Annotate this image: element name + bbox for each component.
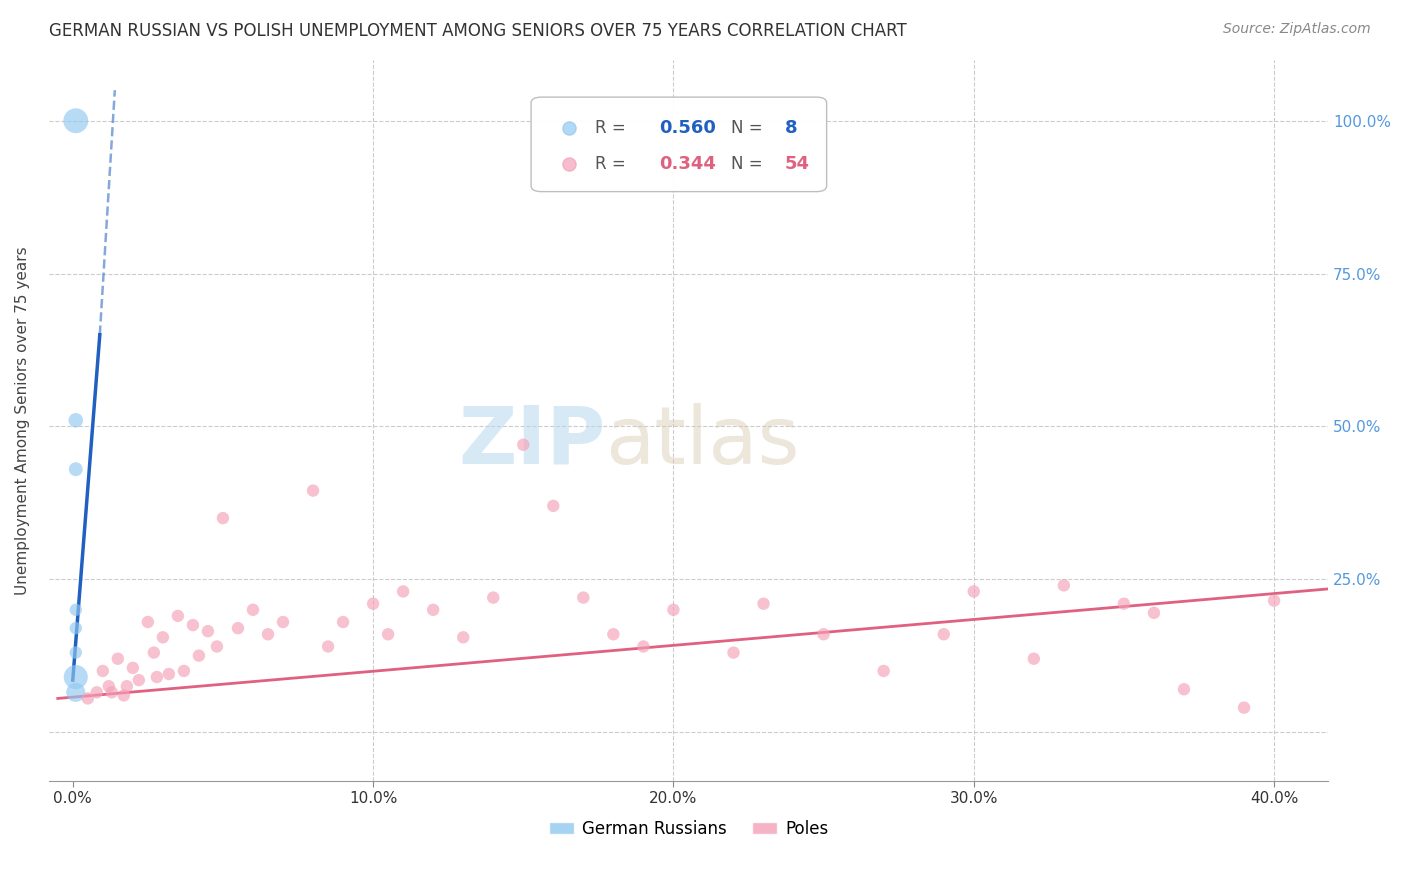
FancyBboxPatch shape [531, 97, 827, 192]
Point [543, 499, 565, 513]
Point [226, 621, 249, 635]
Point [482, 591, 505, 605]
Point [572, 591, 595, 605]
Point [86, 685, 108, 699]
Text: atlas: atlas [606, 403, 800, 481]
Point [1284, 202, 1306, 217]
Point [662, 603, 685, 617]
Point [1233, 700, 1256, 714]
Point [271, 615, 294, 629]
Text: 0.344: 0.344 [659, 155, 716, 173]
Point [65, 646, 87, 660]
Point [813, 627, 835, 641]
Y-axis label: Unemployment Among Seniors over 75 years: Unemployment Among Seniors over 75 years [15, 246, 30, 595]
Point [1173, 682, 1195, 697]
Point [205, 640, 228, 654]
Point [146, 670, 169, 684]
Text: N =: N = [731, 120, 768, 137]
Text: 54: 54 [785, 155, 810, 173]
Point [187, 648, 209, 663]
Text: GERMAN RUSSIAN VS POLISH UNEMPLOYMENT AMONG SENIORS OVER 75 YEARS CORRELATION CH: GERMAN RUSSIAN VS POLISH UNEMPLOYMENT AM… [49, 22, 907, 40]
Point [932, 627, 955, 641]
Point [115, 679, 138, 693]
Point [1143, 606, 1166, 620]
Point [1263, 593, 1285, 607]
Point [65, 113, 87, 128]
Point [173, 664, 195, 678]
Point [422, 603, 444, 617]
Point [181, 618, 204, 632]
Point [76, 691, 98, 706]
Point [1112, 597, 1135, 611]
Point [152, 630, 174, 644]
Point [65, 413, 87, 427]
Point [65, 462, 87, 476]
Point [65, 621, 87, 635]
Point [1284, 171, 1306, 186]
Point [91, 664, 114, 678]
Text: 8: 8 [785, 120, 797, 137]
Point [361, 597, 384, 611]
Point [107, 651, 129, 665]
Point [136, 615, 159, 629]
Point [963, 584, 986, 599]
Point [602, 627, 624, 641]
Point [872, 664, 894, 678]
Point [97, 679, 120, 693]
Point [242, 603, 264, 617]
Point [65, 603, 87, 617]
Point [65, 685, 87, 699]
Point [157, 667, 180, 681]
Point [392, 584, 415, 599]
Point [257, 627, 280, 641]
Point [512, 438, 534, 452]
Point [633, 640, 655, 654]
Point [142, 646, 165, 660]
Text: N =: N = [731, 155, 768, 173]
Point [121, 661, 143, 675]
Point [167, 608, 190, 623]
Point [112, 689, 135, 703]
Text: R =: R = [595, 155, 631, 173]
Point [316, 640, 339, 654]
Point [451, 630, 474, 644]
Point [723, 646, 745, 660]
Point [1022, 651, 1045, 665]
Point [752, 597, 775, 611]
Point [212, 511, 235, 525]
Text: ZIP: ZIP [458, 403, 606, 481]
Point [332, 615, 354, 629]
Text: 0.560: 0.560 [659, 120, 716, 137]
Point [128, 673, 150, 687]
Point [65, 670, 87, 684]
Text: R =: R = [595, 120, 631, 137]
Legend: German Russians, Poles: German Russians, Poles [541, 814, 835, 845]
Point [377, 627, 399, 641]
Point [302, 483, 325, 498]
Text: Source: ZipAtlas.com: Source: ZipAtlas.com [1223, 22, 1371, 37]
Point [197, 624, 219, 639]
Point [101, 685, 124, 699]
Point [1053, 578, 1076, 592]
